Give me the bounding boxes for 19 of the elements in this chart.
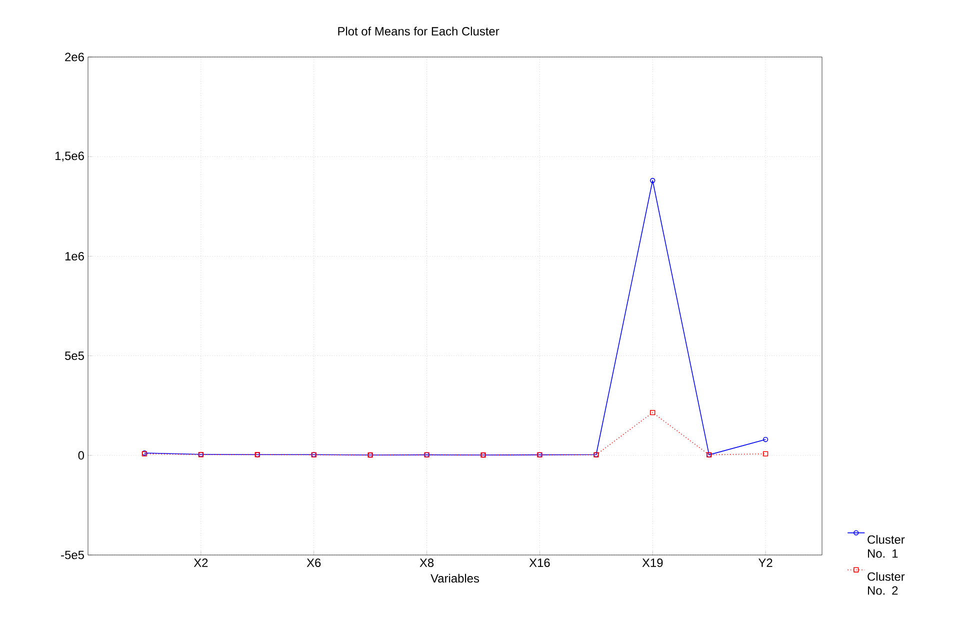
legend-label: Cluster No. 1: [868, 535, 905, 558]
x-axis-title: Variables: [430, 574, 480, 583]
x-tick-label: X6: [306, 558, 321, 567]
y-tick-label: 5e5: [65, 352, 84, 360]
y-tick-label: 1,5e6: [55, 152, 84, 162]
x-tick-label: X19: [642, 558, 663, 567]
y-tick-label: -5e5: [61, 550, 84, 560]
x-tick-label: X2: [194, 558, 208, 567]
point: [650, 410, 656, 416]
y-tick-label: 1e6: [65, 252, 84, 260]
x-tick-label: Y2: [758, 558, 772, 567]
y-tick-label: 2e6: [65, 52, 84, 62]
point: [650, 178, 656, 184]
y-tick-label: 0: [78, 451, 84, 460]
point: [762, 451, 768, 456]
x-tick-label: X8: [420, 558, 434, 567]
legend-label: Cluster No. 2: [868, 572, 905, 595]
chart-title: Plot of Means for Each Cluster: [338, 26, 500, 36]
x-tick-label: X16: [529, 558, 550, 567]
